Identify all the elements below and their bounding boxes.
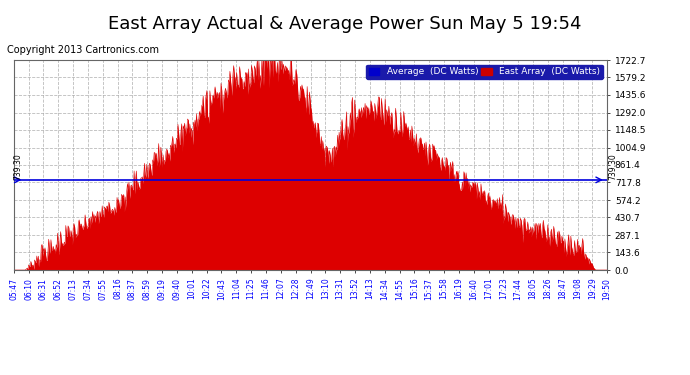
Legend: Average  (DC Watts), East Array  (DC Watts): Average (DC Watts), East Array (DC Watts… xyxy=(366,64,602,79)
Text: 739.30: 739.30 xyxy=(14,153,23,180)
Text: 739.30: 739.30 xyxy=(609,153,618,180)
Text: East Array Actual & Average Power Sun May 5 19:54: East Array Actual & Average Power Sun Ma… xyxy=(108,15,582,33)
Text: Copyright 2013 Cartronics.com: Copyright 2013 Cartronics.com xyxy=(7,45,159,55)
